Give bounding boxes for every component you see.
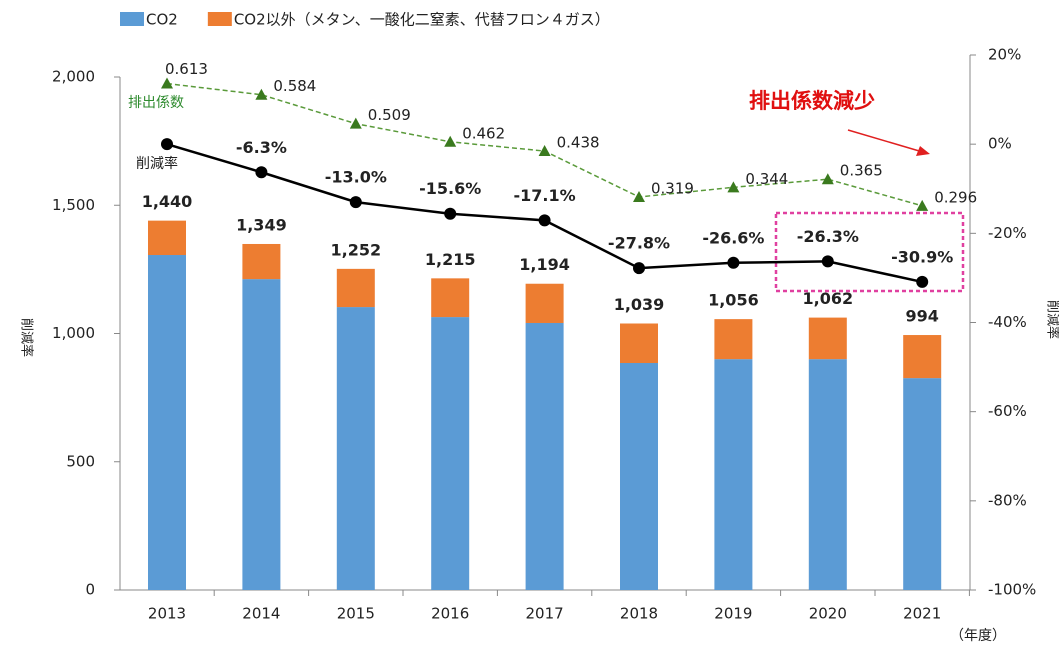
marker	[161, 138, 173, 151]
value-label: -17.1%	[514, 186, 576, 205]
x-tick-label: 2021	[903, 605, 941, 623]
bar	[336, 307, 375, 590]
y-tick-label: 500	[66, 452, 95, 470]
marker	[821, 173, 834, 185]
marker	[916, 275, 929, 288]
marker	[633, 262, 645, 275]
marker	[349, 196, 362, 209]
marker	[727, 256, 740, 269]
total-label: 1,215	[425, 250, 476, 269]
bar	[242, 279, 281, 590]
bar	[525, 283, 564, 323]
value-label: -26.6%	[702, 228, 764, 247]
x-tick-label: 2019	[714, 605, 752, 623]
value-label: -27.8%	[608, 234, 670, 253]
value-label: 0.509	[368, 106, 411, 124]
marker	[633, 190, 645, 202]
marker	[821, 255, 834, 268]
marker	[349, 117, 362, 129]
marker	[255, 88, 268, 100]
marker	[444, 207, 457, 220]
y2-tick-label: 20%	[988, 46, 1021, 64]
y-tick-label: 1,000	[52, 324, 95, 342]
value-label: 0.319	[651, 179, 694, 197]
y2-tick-label: -40%	[988, 313, 1027, 331]
legend-label: CO2	[146, 11, 178, 29]
bar	[903, 335, 942, 379]
x-tick-label: 2014	[242, 605, 280, 623]
value-label: -30.9%	[891, 247, 953, 266]
bar	[808, 359, 847, 590]
total-label: 1,039	[614, 295, 665, 314]
value-label: 0.296	[934, 188, 977, 206]
total-label: 1,440	[142, 192, 193, 211]
value-label: -13.0%	[325, 168, 387, 187]
x-tick-label: 2020	[809, 605, 847, 623]
arrow	[847, 129, 927, 154]
marker	[444, 135, 457, 147]
value-label: -26.3%	[797, 227, 859, 246]
y2-tick-label: -60%	[988, 402, 1027, 420]
series-annotation: 削減率	[136, 155, 178, 172]
total-label: 1,056	[708, 291, 759, 310]
y2-tick-label: -80%	[988, 491, 1027, 509]
legend-swatch	[207, 12, 232, 26]
bar	[620, 362, 658, 590]
marker	[538, 145, 551, 157]
y-axis-title: 削減率	[19, 318, 35, 357]
y2-tick-label: -100%	[988, 581, 1036, 599]
y-tick-label: 2,000	[52, 68, 95, 86]
bar	[242, 243, 281, 280]
x-tick-label: 2013	[148, 605, 186, 623]
bar	[714, 359, 753, 590]
total-label: 1,194	[519, 255, 570, 274]
total-label: 1,062	[802, 289, 853, 308]
y-tick-label: 0	[85, 581, 95, 599]
y2-tick-label: 0%	[988, 135, 1012, 153]
annotation: 排出係数減少	[749, 89, 875, 113]
bar	[431, 278, 470, 318]
value-label: -6.3%	[236, 138, 287, 157]
highlight-box	[774, 211, 965, 293]
legend-label: CO2以外（メタン、一酸化二窒素、代替フロン４ガス）	[234, 11, 610, 29]
value-label: 0.462	[462, 124, 505, 142]
arrow-head	[916, 146, 930, 156]
y2-tick-label: -20%	[988, 224, 1027, 242]
bar	[620, 323, 658, 363]
x-tick-label: 2018	[620, 605, 658, 623]
x-tick-label: 2015	[337, 605, 375, 623]
bar	[431, 317, 470, 590]
legend-swatch	[120, 12, 144, 26]
value-label: 0.344	[745, 170, 788, 188]
y2-axis-title: 削減率	[1045, 300, 1059, 339]
total-label: 1,252	[330, 240, 381, 259]
value-label: -15.6%	[419, 179, 481, 198]
value-label: 0.584	[273, 77, 316, 95]
bar	[336, 268, 375, 308]
bar	[714, 319, 753, 360]
series-annotation: 排出係数	[128, 95, 184, 111]
total-label: 1,349	[236, 215, 287, 234]
bar	[525, 322, 564, 590]
total-label: 994	[905, 307, 938, 326]
x-tick-label: 2017	[526, 605, 564, 623]
y-tick-label: 1,500	[52, 196, 95, 214]
bar	[903, 378, 942, 590]
x-unit: （年度）	[950, 628, 1006, 644]
bar	[808, 317, 847, 360]
value-label: 0.365	[840, 162, 883, 180]
marker	[916, 199, 929, 211]
marker	[255, 166, 268, 179]
x-tick-label: 2016	[431, 605, 469, 623]
value-label: 0.438	[557, 134, 600, 152]
marker	[538, 214, 551, 227]
value-label: 0.613	[165, 60, 208, 78]
bar	[148, 220, 186, 256]
marker	[727, 181, 740, 193]
marker	[161, 77, 173, 89]
bar	[148, 255, 186, 591]
